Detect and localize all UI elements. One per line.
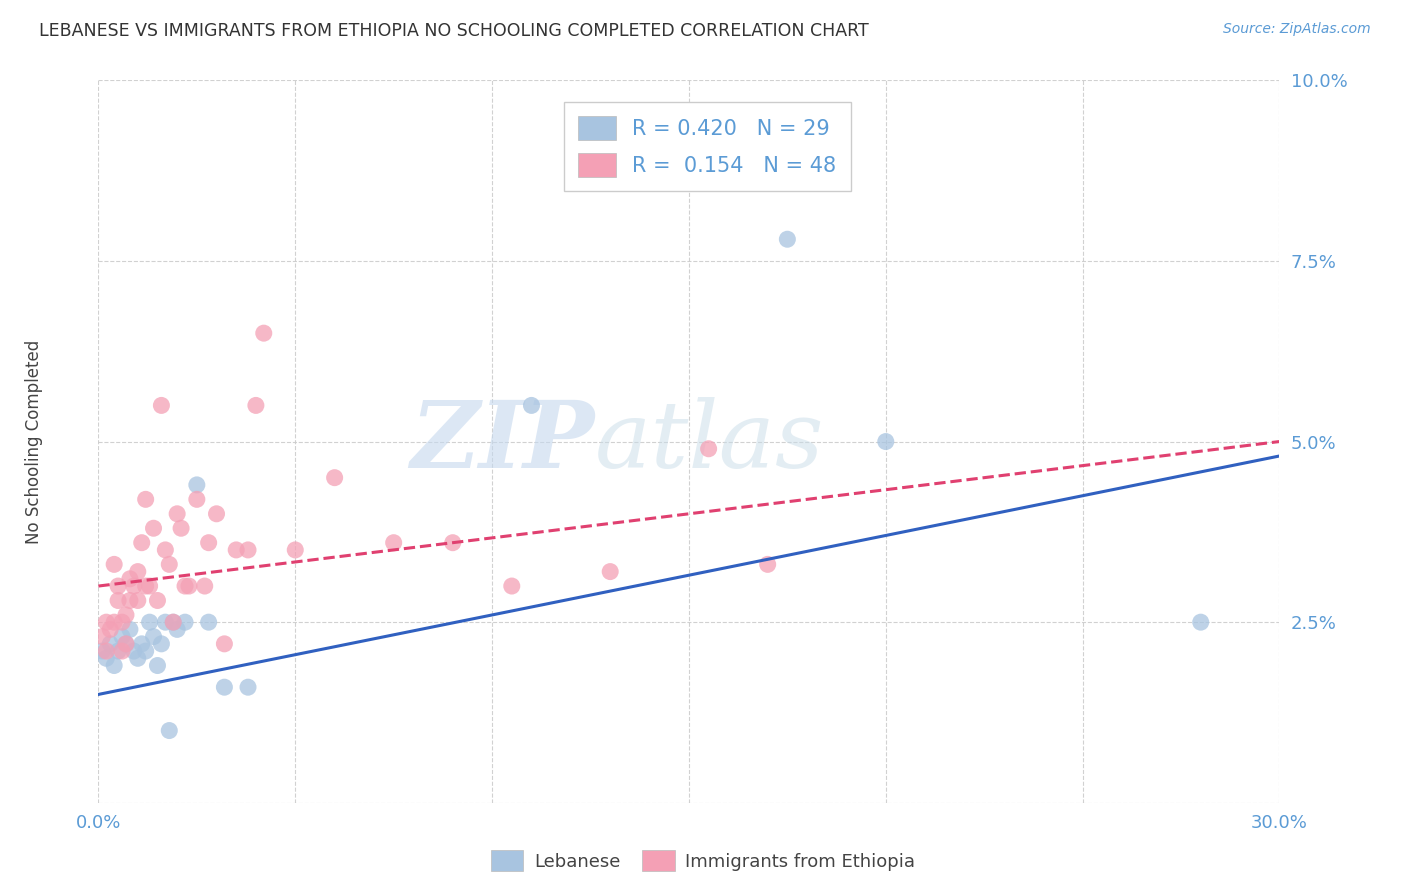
Point: [103, 615, 125, 630]
Point: [150, 637, 173, 651]
Point: [155, 542, 177, 557]
Point: [166, 507, 188, 521]
Point: [236, 542, 259, 557]
Point: [174, 615, 197, 630]
Point: [138, 579, 160, 593]
Point: [111, 644, 134, 658]
Legend: Lebanese, Immigrants from Ethiopia: Lebanese, Immigrants from Ethiopia: [484, 843, 922, 879]
Point: [776, 232, 799, 246]
Point: [174, 579, 197, 593]
Text: atlas: atlas: [595, 397, 824, 486]
Point: [96, 644, 118, 658]
Point: [1189, 615, 1212, 630]
Point: [284, 542, 307, 557]
Point: [186, 478, 208, 492]
Point: [118, 572, 141, 586]
Point: [214, 680, 236, 694]
Point: [115, 637, 138, 651]
Point: [91, 644, 114, 658]
Point: [214, 637, 236, 651]
Point: [205, 507, 228, 521]
Point: [236, 680, 259, 694]
Point: [127, 565, 149, 579]
Point: [697, 442, 720, 456]
Point: [142, 521, 165, 535]
Point: [122, 644, 145, 658]
Text: Source: ZipAtlas.com: Source: ZipAtlas.com: [1223, 22, 1371, 37]
Point: [142, 630, 165, 644]
Point: [98, 623, 121, 637]
Point: [194, 579, 217, 593]
Point: [118, 623, 141, 637]
Point: [107, 579, 129, 593]
Point: [501, 579, 523, 593]
Point: [197, 615, 219, 630]
Point: [166, 623, 188, 637]
Point: [150, 398, 173, 412]
Y-axis label: No Schooling Completed: No Schooling Completed: [25, 340, 42, 543]
Point: [127, 593, 149, 607]
Point: [155, 615, 177, 630]
Point: [157, 558, 180, 572]
Point: [170, 521, 193, 535]
Point: [111, 615, 134, 630]
Point: [135, 579, 157, 593]
Point: [323, 471, 346, 485]
Point: [756, 558, 779, 572]
Point: [197, 535, 219, 549]
Point: [96, 615, 118, 630]
Point: [138, 615, 160, 630]
Point: [875, 434, 897, 449]
Point: [135, 492, 157, 507]
Point: [96, 651, 118, 665]
Point: [135, 644, 157, 658]
Text: ZIP: ZIP: [411, 397, 595, 486]
Point: [146, 593, 169, 607]
Point: [127, 651, 149, 665]
Point: [253, 326, 276, 340]
Point: [118, 593, 141, 607]
Legend: R = 0.420   N = 29, R =  0.154   N = 48: R = 0.420 N = 29, R = 0.154 N = 48: [564, 102, 851, 191]
Point: [131, 535, 153, 549]
Point: [599, 565, 621, 579]
Point: [162, 615, 184, 630]
Point: [103, 658, 125, 673]
Point: [520, 398, 543, 412]
Point: [382, 535, 405, 549]
Point: [157, 723, 180, 738]
Point: [98, 637, 121, 651]
Point: [122, 579, 145, 593]
Point: [186, 492, 208, 507]
Point: [107, 593, 129, 607]
Point: [177, 579, 200, 593]
Text: LEBANESE VS IMMIGRANTS FROM ETHIOPIA NO SCHOOLING COMPLETED CORRELATION CHART: LEBANESE VS IMMIGRANTS FROM ETHIOPIA NO …: [39, 22, 869, 40]
Point: [131, 637, 153, 651]
Point: [115, 637, 138, 651]
Point: [245, 398, 267, 412]
Point: [111, 630, 134, 644]
Point: [146, 658, 169, 673]
Point: [441, 535, 464, 549]
Point: [115, 607, 138, 622]
Point: [225, 542, 247, 557]
Point: [91, 630, 114, 644]
Point: [107, 644, 129, 658]
Point: [162, 615, 184, 630]
Point: [103, 558, 125, 572]
